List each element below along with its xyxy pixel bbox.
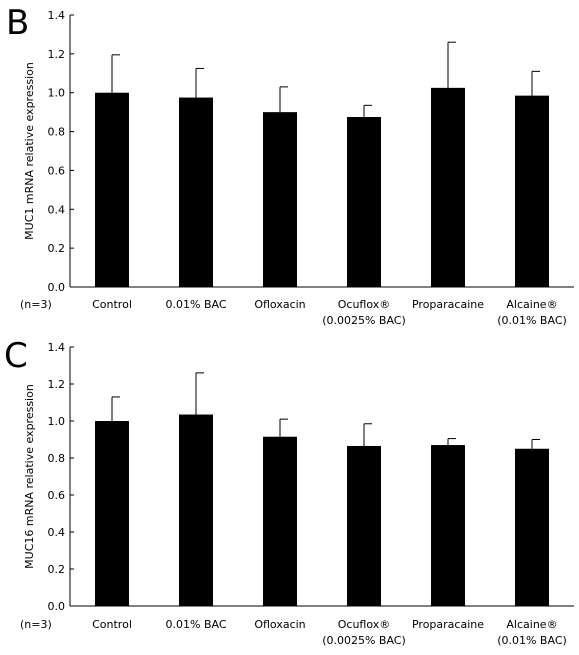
- y-tick-label: 0.8: [48, 126, 66, 139]
- bar: [347, 445, 381, 606]
- category-label: Proparacaine: [412, 618, 484, 631]
- bar: [431, 445, 465, 606]
- y-tick-label: 0.0: [48, 281, 66, 294]
- n-label: (n=3): [20, 618, 52, 631]
- bar: [263, 436, 297, 606]
- category-label: Control: [92, 298, 132, 311]
- bar: [431, 87, 465, 287]
- y-tick-label: 0.4: [48, 526, 66, 539]
- y-axis-label: MUC16 mRNA relative expression: [23, 384, 36, 569]
- y-tick-label: 1.4: [48, 9, 66, 22]
- y-tick-label: 0.6: [48, 164, 66, 177]
- category-label: Proparacaine: [412, 298, 484, 311]
- category-label: (0.01% BAC): [497, 634, 567, 647]
- category-label: Alcaine®: [506, 618, 557, 631]
- panel-label: B: [6, 3, 29, 43]
- y-tick-label: 1.2: [48, 378, 66, 391]
- y-tick-label: 0.0: [48, 600, 66, 613]
- bar: [179, 97, 213, 287]
- category-label: (0.0025% BAC): [322, 314, 406, 327]
- y-tick-label: 0.8: [48, 452, 66, 465]
- y-tick-label: 0.4: [48, 203, 66, 216]
- chart-panel-c: C 0.0 0.2 0.4 0.6 0.8 1.0 1.2 1.4 MUC16 mRNA rela…: [4, 336, 574, 647]
- category-label: Ocuflox®: [338, 298, 391, 311]
- y-tick-label: 0.2: [48, 563, 66, 576]
- y-tick-label: 1.0: [48, 87, 66, 100]
- category-label: (0.0025% BAC): [322, 634, 406, 647]
- y-axis-label: MUC1 mRNA relative expression: [23, 62, 36, 240]
- bar: [263, 112, 297, 288]
- panel-label: C: [4, 336, 28, 376]
- category-label: 0.01% BAC: [166, 618, 227, 631]
- category-label: Ocuflox®: [338, 618, 391, 631]
- category-label: Control: [92, 618, 132, 631]
- category-label: Ofloxacin: [254, 618, 305, 631]
- category-label: (0.01% BAC): [497, 314, 567, 327]
- bar: [515, 95, 549, 287]
- chart-panel-b: B 0.0 0.2 0.4 0.6 0.8 1.0 1.2 1.4 MUC1 mRNA relat…: [6, 3, 574, 327]
- y-tick-label: 1.2: [48, 48, 66, 61]
- bar: [95, 421, 129, 606]
- y-tick-label: 0.2: [48, 242, 66, 255]
- category-label: Ofloxacin: [254, 298, 305, 311]
- bar: [347, 117, 381, 287]
- y-tick-label: 0.6: [48, 489, 66, 502]
- bar: [515, 448, 549, 606]
- category-label: 0.01% BAC: [166, 298, 227, 311]
- y-tick-label: 1.0: [48, 415, 66, 428]
- bar: [95, 92, 129, 287]
- y-tick-label: 1.4: [48, 341, 66, 354]
- bar: [179, 414, 213, 606]
- n-label: (n=3): [20, 298, 52, 311]
- category-label: Alcaine®: [506, 298, 557, 311]
